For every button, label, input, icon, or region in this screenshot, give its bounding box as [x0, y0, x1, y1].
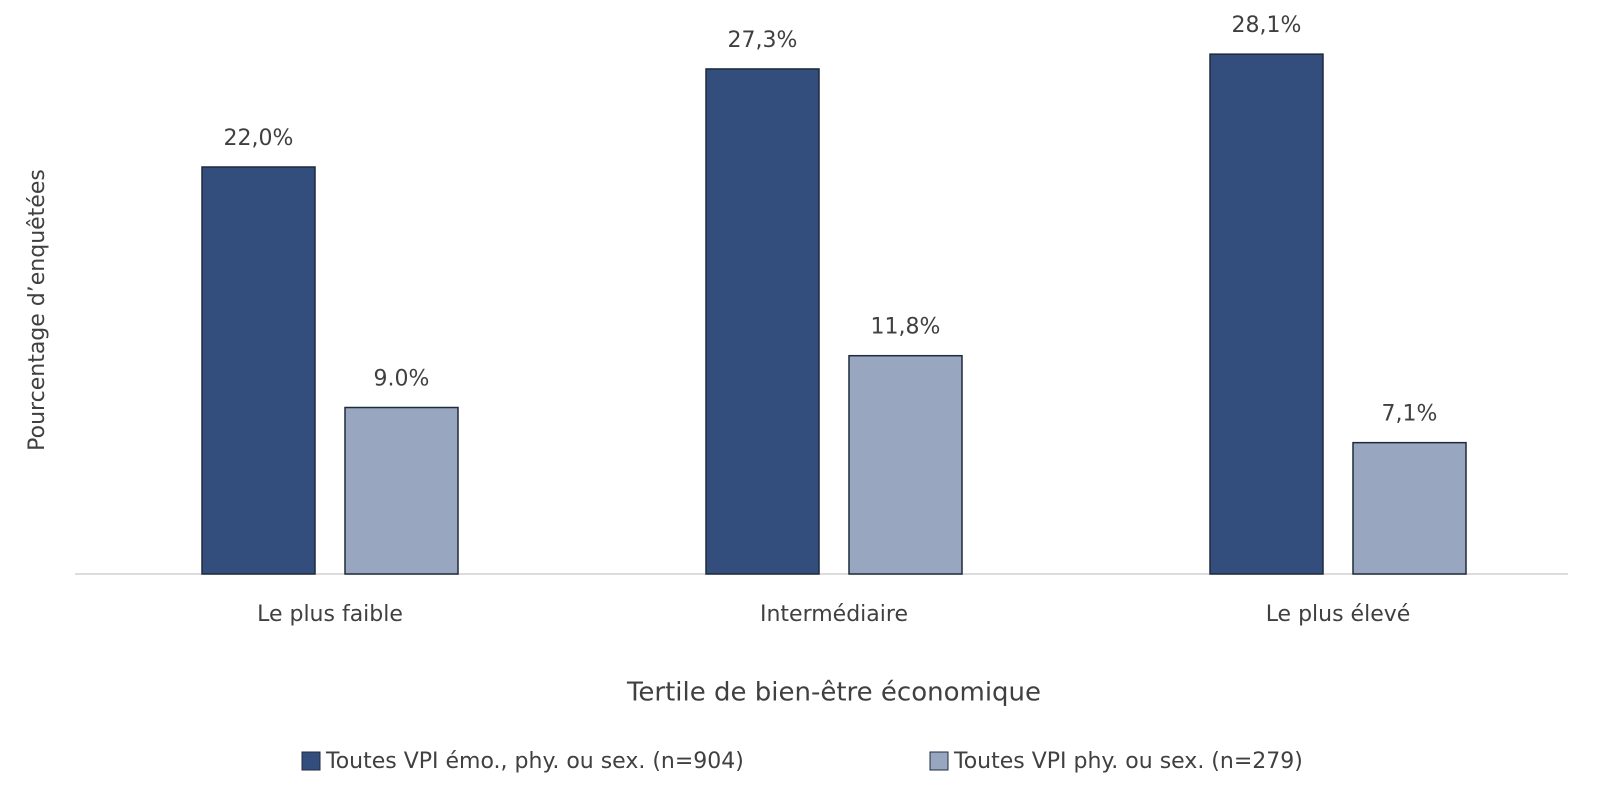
x-axis-label: Tertile de bien-être économique	[626, 678, 1041, 708]
x-tick-label: Le plus faible	[257, 602, 403, 627]
legend-label: Toutes VPI émo., phy. ou sex. (n=904)	[325, 749, 744, 774]
y-axis-label: Pourcentage d’enquêtées	[25, 169, 50, 451]
data-label: 7,1%	[1382, 402, 1438, 427]
bar	[848, 354, 963, 575]
bar	[705, 68, 820, 575]
data-label: 11,8%	[871, 315, 941, 340]
data-label: 22,0%	[224, 126, 294, 151]
bar	[201, 166, 316, 575]
x-tick-label: Le plus élevé	[1266, 602, 1411, 627]
data-label: 28,1%	[1232, 13, 1302, 38]
data-label: 9.0%	[374, 367, 430, 392]
legend-swatch	[301, 751, 321, 771]
legend-swatch	[929, 751, 949, 771]
x-tick-label: Intermédiaire	[760, 602, 908, 627]
bar	[1209, 53, 1324, 575]
bar	[344, 406, 459, 575]
bar	[1352, 441, 1467, 575]
data-label: 27,3%	[728, 28, 798, 53]
legend-label: Toutes VPI phy. ou sex. (n=279)	[953, 749, 1303, 774]
